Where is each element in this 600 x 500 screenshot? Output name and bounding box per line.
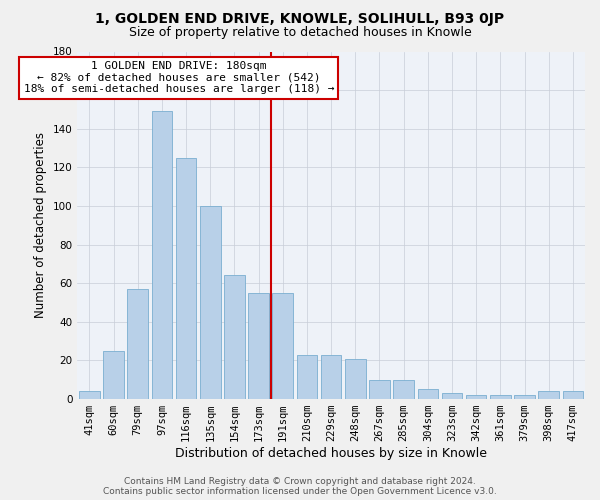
Bar: [563, 392, 583, 399]
Bar: [103, 351, 124, 399]
Text: Contains HM Land Registry data © Crown copyright and database right 2024.
Contai: Contains HM Land Registry data © Crown c…: [103, 476, 497, 496]
Bar: [442, 394, 462, 399]
Bar: [272, 293, 293, 399]
Bar: [466, 395, 487, 399]
X-axis label: Distribution of detached houses by size in Knowle: Distribution of detached houses by size …: [175, 447, 487, 460]
Bar: [538, 392, 559, 399]
Bar: [369, 380, 390, 399]
Bar: [200, 206, 221, 399]
Bar: [127, 289, 148, 399]
Bar: [176, 158, 196, 399]
Y-axis label: Number of detached properties: Number of detached properties: [34, 132, 47, 318]
Bar: [248, 293, 269, 399]
Bar: [394, 380, 414, 399]
Text: Size of property relative to detached houses in Knowle: Size of property relative to detached ho…: [128, 26, 472, 39]
Bar: [224, 276, 245, 399]
Bar: [490, 395, 511, 399]
Bar: [345, 358, 365, 399]
Text: 1, GOLDEN END DRIVE, KNOWLE, SOLIHULL, B93 0JP: 1, GOLDEN END DRIVE, KNOWLE, SOLIHULL, B…: [95, 12, 505, 26]
Text: 1 GOLDEN END DRIVE: 180sqm
← 82% of detached houses are smaller (542)
18% of sem: 1 GOLDEN END DRIVE: 180sqm ← 82% of deta…: [23, 61, 334, 94]
Bar: [296, 354, 317, 399]
Bar: [418, 390, 438, 399]
Bar: [79, 392, 100, 399]
Bar: [321, 354, 341, 399]
Bar: [514, 395, 535, 399]
Bar: [152, 112, 172, 399]
